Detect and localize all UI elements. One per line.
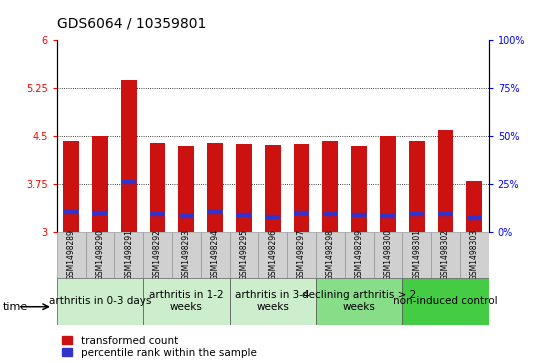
Text: arthritis in 3-4
weeks: arthritis in 3-4 weeks (235, 290, 310, 312)
Bar (178, 146, 194, 232)
Bar (402, 278, 489, 325)
Bar (172, 232, 201, 278)
Text: time: time (3, 302, 28, 312)
Bar (57, 232, 85, 278)
Bar (316, 278, 402, 325)
Text: GSM1498302: GSM1498302 (441, 229, 450, 280)
Text: declining arthritis > 2
weeks: declining arthritis > 2 weeks (302, 290, 416, 312)
Bar (230, 278, 316, 325)
Text: GDS6064 / 10359801: GDS6064 / 10359801 (57, 17, 206, 31)
Text: GSM1498297: GSM1498297 (297, 229, 306, 280)
Bar (114, 232, 143, 278)
Bar (467, 181, 482, 232)
Bar (236, 144, 252, 232)
Text: GSM1498292: GSM1498292 (153, 229, 162, 280)
Bar (402, 232, 431, 278)
Text: non-induced control: non-induced control (393, 296, 498, 306)
Bar (143, 232, 172, 278)
Bar (431, 232, 460, 278)
Bar (85, 232, 114, 278)
Text: GSM1498299: GSM1498299 (355, 229, 363, 280)
Bar (287, 232, 316, 278)
Bar (437, 130, 454, 232)
Bar (143, 278, 230, 325)
Bar (92, 136, 108, 232)
Bar (409, 141, 424, 232)
Text: GSM1498295: GSM1498295 (239, 229, 248, 280)
Bar (121, 80, 137, 232)
Text: arthritis in 0-3 days: arthritis in 0-3 days (49, 296, 151, 306)
Bar (380, 136, 396, 232)
Text: GSM1498291: GSM1498291 (124, 229, 133, 280)
Bar (207, 143, 223, 232)
Bar (150, 143, 165, 232)
Bar (345, 232, 374, 278)
Bar (201, 232, 230, 278)
Text: arthritis in 1-2
weeks: arthritis in 1-2 weeks (149, 290, 224, 312)
Text: GSM1498294: GSM1498294 (211, 229, 220, 280)
Text: GSM1498296: GSM1498296 (268, 229, 277, 280)
Legend: transformed count, percentile rank within the sample: transformed count, percentile rank withi… (62, 336, 256, 358)
Bar (294, 144, 309, 232)
Bar (322, 141, 338, 232)
Bar (265, 145, 281, 232)
Text: GSM1498300: GSM1498300 (383, 229, 393, 280)
Bar (460, 232, 489, 278)
Text: GSM1498293: GSM1498293 (182, 229, 191, 280)
Text: GSM1498303: GSM1498303 (470, 229, 479, 280)
Bar (57, 278, 143, 325)
Bar (351, 146, 367, 232)
Text: GSM1498290: GSM1498290 (96, 229, 104, 280)
Bar (316, 232, 345, 278)
Bar (63, 141, 79, 232)
Text: GSM1498298: GSM1498298 (326, 229, 335, 280)
Text: GSM1498289: GSM1498289 (66, 229, 76, 280)
Bar (230, 232, 258, 278)
Bar (258, 232, 287, 278)
Bar (374, 232, 402, 278)
Text: GSM1498301: GSM1498301 (412, 229, 421, 280)
